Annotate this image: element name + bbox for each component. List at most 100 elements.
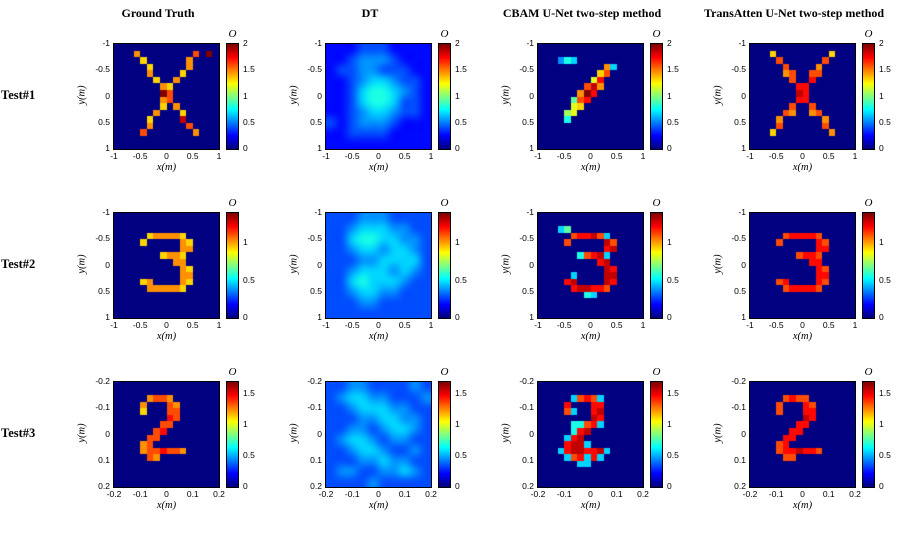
y-axis-label: y(m)	[500, 254, 512, 274]
colorbar-tick-label: 1.5	[243, 64, 255, 74]
y-tick-label: 0	[105, 90, 110, 101]
x-tick-label: -0.5	[132, 320, 148, 330]
x-tick-label: 1	[428, 320, 434, 330]
colorbar: O 0 0.5 1 1.5 2	[438, 28, 467, 152]
x-axis: -1 -0.5 0 0.5 1	[746, 319, 857, 330]
corner-spacer	[0, 0, 52, 26]
x-tick-label: 0.5	[398, 320, 411, 330]
heatmap-canvas	[537, 381, 644, 488]
subplot-test1-ground-truth: y(m) -1 -0.5 0 0.5 1 -1 -0.5 0 0.5 1 x(m) O 0 0.5 1 1.5 2	[52, 26, 264, 195]
y-axis: y(m) -1 -0.5 0 0.5 1	[288, 208, 325, 321]
colorbar: O 0 0.5 1 1.5 2	[226, 28, 255, 152]
y-tick-label: 0	[529, 90, 534, 101]
colorbar-tick-label: 1	[667, 418, 672, 429]
colorbar-tick-label: 0	[879, 311, 884, 322]
y-tick-label: -1	[102, 206, 110, 217]
colorbar-tick-label: 1.5	[455, 388, 467, 399]
x-tick-label: -0.5	[132, 151, 148, 161]
x-tick-label: 1	[640, 151, 646, 161]
colorbar-tick-label: 1.5	[455, 64, 467, 74]
x-axis-label: x(m)	[580, 500, 601, 511]
subplot-test2-cbam-unet: y(m) -1 -0.5 0 0.5 1 -1 -0.5 0 0.5 1 x(m) O 0 0.5 1	[476, 195, 688, 364]
x-tick-label: 1	[216, 151, 222, 161]
y-tick-label: 1	[105, 142, 110, 153]
x-tick-label: -0.5	[768, 320, 784, 330]
x-tick-label: -0.2	[106, 489, 122, 499]
subplot: y(m) -0.2 -0.1 0 0.1 0.2 -0.2 -0.1 0 0.1 0.2 x(m) O 0…	[476, 364, 688, 511]
x-tick-label: 0	[164, 489, 169, 499]
y-tick-label: -0.5	[307, 64, 322, 74]
colorbar-tick-label: 0	[455, 142, 460, 153]
x-tick-label: -0.1	[556, 489, 572, 499]
x-tick-label: -0.2	[530, 489, 546, 499]
colorbar-bar: O 0 0.5 1 1.5 2	[438, 28, 467, 152]
colorbar-tick-label: 1.5	[243, 388, 255, 399]
plot-area: -0.2 -0.1 0 0.1 0.2 x(m)	[319, 381, 437, 511]
plot-area: -1 -0.5 0 0.5 1 x(m)	[746, 212, 857, 342]
subplot-test2-ground-truth: y(m) -1 -0.5 0 0.5 1 -1 -0.5 0 0.5 1 x(m) O 0 0.5 1	[52, 195, 264, 364]
subplot-test3-transatten-unet: y(m) -0.2 -0.1 0 0.1 0.2 -0.2 -0.1 0 0.1 0.2 x(m) O 0…	[688, 364, 900, 533]
y-tick-label: 0.5	[98, 285, 110, 296]
colorbar-bar: O 0 0.5 1	[226, 197, 255, 321]
y-axis-label: y(m)	[288, 254, 300, 274]
colorbar-tick-label: 0.5	[667, 116, 679, 127]
x-tick-label: -0.5	[344, 320, 360, 330]
heatmap-canvas	[537, 43, 644, 150]
y-tick-label: 0	[105, 428, 110, 439]
y-tick-label: 0	[529, 259, 534, 270]
colorbar-tick-label: 0	[455, 311, 460, 322]
x-tick-label: -0.5	[768, 151, 784, 161]
x-axis: -1 -0.5 0 0.5 1	[746, 150, 857, 161]
colorbar-bar: O 0 0.5 1	[438, 197, 467, 321]
y-tick-label: -0.5	[519, 64, 534, 74]
colorbar-canvas	[862, 43, 875, 150]
colorbar-tick-label: 0	[243, 142, 248, 153]
colorbar-label: O	[228, 197, 237, 209]
colorbar-canvas	[438, 212, 451, 319]
y-tick-label: 0.1	[98, 454, 110, 465]
colorbar-tick-label: 1	[243, 236, 248, 247]
subplot-test1-transatten-unet: y(m) -1 -0.5 0 0.5 1 -1 -0.5 0 0.5 1 x(m) O 0 0.5 1 1.5 2	[688, 26, 900, 195]
subplot: y(m) -1 -0.5 0 0.5 1 -1 -0.5 0 0.5 1 x(m) O 0 0.5 1 1.5 2	[476, 26, 688, 173]
subplot: y(m) -1 -0.5 0 0.5 1 -1 -0.5 0 0.5 1 x(m) O 0 0.5 1 1.5 2	[688, 26, 900, 173]
x-tick-label: 0.1	[610, 489, 623, 499]
heatmap-canvas	[113, 381, 220, 488]
x-axis: -0.2 -0.1 0 0.1 0.2	[743, 488, 861, 499]
x-tick-label: -1	[110, 320, 118, 330]
x-axis-label: x(m)	[580, 331, 601, 342]
x-axis: -1 -0.5 0 0.5 1	[534, 319, 645, 330]
colorbar-label: O	[864, 366, 873, 378]
plot-area: -1 -0.5 0 0.5 1 x(m)	[746, 43, 857, 173]
subplot-test3-dt: y(m) -0.2 -0.1 0 0.1 0.2 -0.2 -0.1 0 0.1 0.2 x(m) O 0…	[264, 364, 476, 533]
colorbar: O 0 0.5 1	[862, 197, 891, 321]
colorbar-tick-label: 0.5	[455, 274, 467, 285]
y-tick-label: -0.2	[95, 375, 110, 386]
x-tick-label: -0.2	[742, 489, 758, 499]
colorbar-label: O	[440, 366, 449, 378]
y-tick-label: 0.2	[734, 480, 746, 491]
y-axis-label: y(m)	[712, 254, 724, 274]
x-tick-label: 0	[588, 151, 593, 161]
x-axis-label: x(m)	[368, 500, 389, 511]
colorbar-tick-label: 1	[455, 90, 460, 101]
x-axis-label: x(m)	[156, 162, 177, 173]
colorbar-canvas	[226, 43, 239, 150]
colorbar-tick-label: 0.5	[879, 116, 891, 127]
colorbar: O 0 0.5 1 1.5 2	[650, 28, 679, 152]
heatmap-canvas	[325, 381, 432, 488]
colorbar-bar: O 0 0.5 1	[862, 197, 891, 321]
colorbar-bar: O 0 0.5 1 1.5	[438, 366, 467, 490]
colorbar-tick-label: 1	[879, 236, 884, 247]
y-axis-label: y(m)	[712, 85, 724, 105]
x-axis-label: x(m)	[156, 500, 177, 511]
colorbar-tick-label: 0	[243, 311, 248, 322]
y-axis: y(m) -0.2 -0.1 0 0.1 0.2	[713, 377, 749, 490]
heatmap-canvas	[325, 212, 432, 319]
x-tick-label: 0	[588, 489, 593, 499]
y-axis-label: y(m)	[76, 85, 88, 105]
colorbar-label: O	[440, 28, 449, 40]
y-tick-label: -0.5	[307, 233, 322, 243]
y-tick-label: 0	[741, 428, 746, 439]
x-tick-label: -1	[534, 151, 542, 161]
x-tick-label: 1	[216, 320, 222, 330]
